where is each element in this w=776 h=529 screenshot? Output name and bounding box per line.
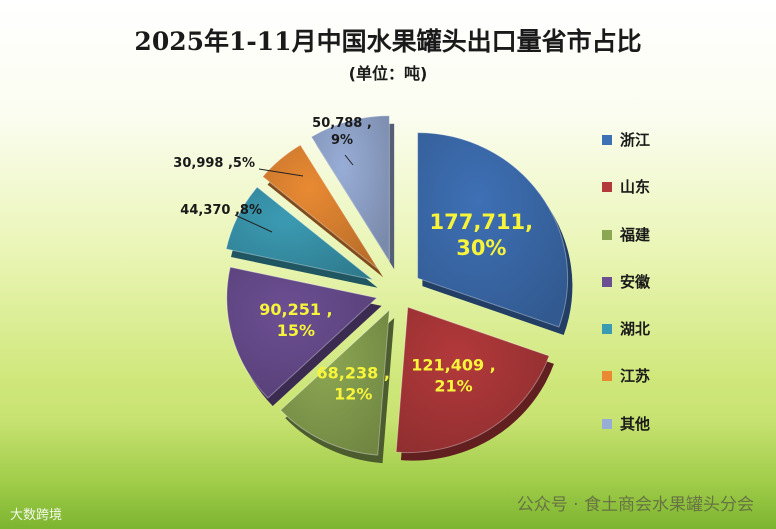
pie-slice-安徽[interactable] — [226, 266, 378, 399]
corner-watermark: 大数跨境 — [10, 508, 63, 523]
pie-slice-其他[interactable] — [310, 115, 390, 263]
pie-slice-山东[interactable] — [395, 306, 550, 454]
legend-label: 江苏 — [620, 367, 651, 386]
legend-swatch — [602, 276, 612, 287]
data-label-江苏: 30,998 ,5% — [173, 156, 255, 171]
data-label-山东: 121,409 , — [411, 356, 496, 375]
data-label-福建: 68,238 , — [317, 364, 390, 383]
data-label-安徽: 15% — [277, 321, 315, 340]
data-label-浙江: 30% — [456, 236, 506, 260]
data-label-福建: 12% — [334, 385, 372, 404]
footer-watermark: 公众号 · 食土商会水果罐头分会 — [516, 495, 754, 515]
data-label-安徽: 90,251 , — [259, 300, 332, 319]
data-label-其他: 50,788 , — [312, 116, 372, 131]
data-label-其他: 9% — [331, 133, 353, 148]
leader-line-江苏 — [258, 168, 304, 177]
pie-slice-福建[interactable] — [279, 308, 390, 456]
data-label-浙江: 177,711, — [430, 210, 534, 234]
leader-line-其他 — [344, 154, 354, 166]
legend-swatch — [602, 371, 612, 382]
leader-line-湖北 — [234, 214, 273, 233]
legend-label: 安徽 — [620, 272, 651, 291]
data-label-山东: 21% — [434, 377, 472, 396]
legend-swatch — [602, 135, 612, 145]
legend-label: 浙江 — [620, 131, 651, 149]
legend-label: 山东 — [620, 178, 651, 197]
legend-label: 其他 — [620, 414, 651, 433]
chart-title: 2025年1-11月中国水果罐头出口量省市占比 — [134, 27, 642, 56]
pie-slice-江苏[interactable] — [262, 144, 379, 270]
data-label-湖北: 44,370 ,8% — [180, 203, 262, 218]
legend-swatch — [602, 182, 612, 193]
legend-swatch — [602, 324, 612, 335]
legend-label: 湖北 — [620, 320, 651, 339]
grass-background — [0, 419, 776, 529]
chart-unit-subtitle: (单位：吨) — [348, 64, 428, 83]
legend-label: 福建 — [620, 225, 651, 244]
legend-swatch — [602, 229, 612, 240]
pie-slice-浙江[interactable] — [417, 132, 569, 328]
legend-swatch — [602, 418, 612, 429]
